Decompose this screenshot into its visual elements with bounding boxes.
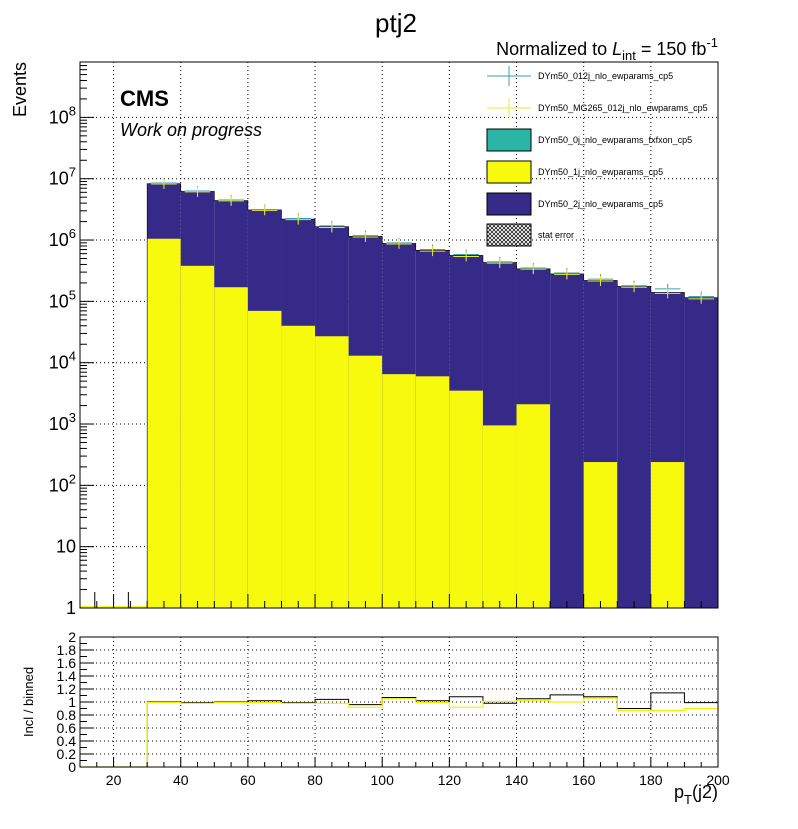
legend-entry-1j: DYm50_1j_nlo_ewparams_cp5 — [486, 160, 663, 184]
legend: DYm50_012j_nlo_ewparams_cp5 DYm50_MG265_… — [486, 66, 708, 247]
legend-label-mg265: DYm50_MG265_012j_nlo_ewparams_cp5 — [538, 103, 708, 113]
legend-label-1j: DYm50_1j_nlo_ewparams_cp5 — [538, 167, 663, 177]
ratio-y-tick-label: 0.8 — [57, 707, 77, 723]
x-tick-label: 80 — [307, 772, 323, 788]
x-tick-label: 120 — [438, 772, 462, 788]
experiment-label: CMS — [120, 86, 169, 111]
y-tick-label: 108 — [49, 103, 76, 127]
x-tick-label: 140 — [505, 772, 529, 788]
ratio-y-ticks: 00.20.40.60.811.21.41.61.82 — [57, 629, 94, 775]
ratio-y-tick-label: 2 — [68, 629, 76, 645]
legend-label-0j: DYm50_0j_nlo_ewparams_fxfxon_cp5 — [538, 135, 692, 145]
ratio-y-tick-label: 0.2 — [57, 746, 77, 762]
y-tick-label: 107 — [49, 165, 76, 189]
legend-entry-mg265: DYm50_MG265_012j_nlo_ewparams_cp5 — [487, 98, 708, 118]
y-tick-label: 1 — [66, 598, 76, 618]
bar-1j — [650, 462, 685, 608]
bar-2j — [617, 286, 651, 608]
legend-label-stat-error: stat error — [538, 230, 574, 240]
y-tick-label: 10 — [56, 537, 76, 557]
x-axis-label: pT(j2) — [674, 782, 718, 807]
ratio-y-tick-label: 1.8 — [57, 642, 77, 658]
status-label: Work on progress — [120, 120, 262, 140]
legend-entry-2j: DYm50_2j_nlo_ewparams_cp5 — [486, 192, 663, 216]
y-tick-label: 104 — [49, 349, 76, 373]
x-tick-label: 100 — [371, 772, 395, 788]
stacked-histogram — [80, 183, 718, 609]
ratio-y-tick-label: 0 — [68, 759, 76, 775]
bar-2j — [550, 273, 584, 608]
bar-1j — [382, 374, 416, 608]
ratio-y-tick-label: 0.6 — [57, 720, 77, 736]
ratio-y-tick-label: 0.4 — [57, 733, 77, 749]
bar-2j — [684, 297, 718, 608]
x-axis-ticks-top — [79, 594, 719, 608]
bar-1j — [180, 265, 215, 608]
x-tick-label: 160 — [572, 772, 596, 788]
x-tick-label: 180 — [639, 772, 663, 788]
bar-1j — [315, 336, 349, 608]
x-axis-ticks: 20 40 60 80 100 120 140 160 180 200 — [79, 757, 730, 788]
bar-1j — [214, 287, 248, 608]
chart-title: ptj2 — [375, 8, 417, 38]
bar-1j — [415, 376, 450, 608]
main-plot: 1 10 102 103 104 105 106 107 108 — [49, 61, 719, 618]
y-tick-label: 105 — [49, 287, 76, 311]
ratio-plot-frame — [79, 636, 719, 768]
bar-1j — [583, 462, 618, 608]
bar-1j — [516, 404, 551, 608]
legend-label-012j: DYm50_012j_nlo_ewparams_cp5 — [538, 71, 673, 81]
ratio-plot: 00.20.40.60.811.21.41.61.82 20 40 60 80 100 1… — [57, 629, 730, 788]
y-tick-label: 106 — [49, 226, 76, 250]
ratio-y-tick-label: 1.4 — [57, 668, 77, 684]
ratio-line-012j — [80, 692, 718, 768]
y-tick-label: 102 — [49, 471, 76, 495]
ratio-y-tick-label: 1 — [68, 694, 76, 710]
x-tick-label: 200 — [706, 772, 730, 788]
bar-1j — [147, 238, 181, 608]
ratio-series — [80, 692, 718, 768]
y-tick-label: 103 — [49, 410, 76, 434]
stack-outline — [80, 183, 718, 609]
x-tick-label: 40 — [173, 772, 189, 788]
legend-entry-stat-error: stat error — [486, 223, 574, 247]
overlay-points — [94, 178, 714, 608]
bar-1j — [449, 390, 483, 608]
legend-label-2j: DYm50_2j_nlo_ewparams_cp5 — [538, 199, 663, 209]
bar-1j — [281, 325, 316, 608]
ratio-y-tick-label: 1.6 — [57, 655, 77, 671]
x-tick-label: 60 — [240, 772, 256, 788]
ratio-y-tick-label: 1.2 — [57, 681, 77, 697]
legend-entry-0j: DYm50_0j_nlo_ewparams_fxfxon_cp5 — [486, 128, 692, 152]
bar-1j — [247, 310, 282, 608]
bar-1j — [482, 425, 517, 608]
legend-entry-012j: DYm50_012j_nlo_ewparams_cp5 — [487, 66, 673, 86]
x-tick-label: 20 — [106, 772, 122, 788]
ratio-y-axis-label: Incl / binned — [21, 667, 36, 737]
normalization-label: Normalized to Lint = 150 fb-1 — [496, 35, 718, 63]
ratio-line-mg265 — [80, 697, 718, 768]
bar-1j — [348, 355, 383, 608]
y-axis-label: Events — [10, 62, 30, 117]
y-axis-ticks: 1 10 102 103 104 105 106 107 108 — [49, 65, 94, 618]
